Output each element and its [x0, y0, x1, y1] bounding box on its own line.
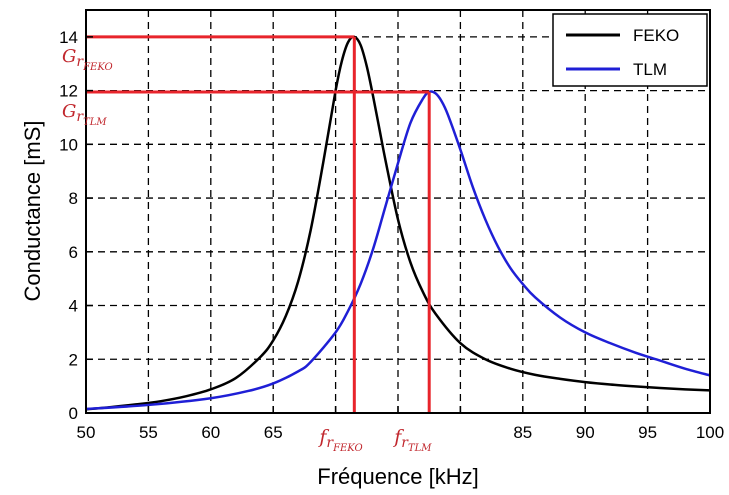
legend-box: [552, 13, 708, 87]
x-tick-label: 65: [264, 423, 283, 442]
series-line-feko: [85, 35, 711, 411]
x-tick-label: 95: [638, 423, 657, 442]
peak-g-label-tlm: GrTLM: [62, 101, 107, 128]
peak-f-label-tlm: frTLM: [392, 426, 432, 454]
x-tick-label: 60: [201, 423, 220, 442]
peak-f-label-feko: frFEKO: [317, 426, 362, 454]
y-tick-label: 4: [69, 297, 78, 316]
y-tick-label: 12: [59, 82, 78, 101]
peak-g-label-feko: GrFEKO: [62, 46, 113, 73]
axis-ticks: 50 55 60 65 85 90 95 100 0 2 4 6 8 10 12 14: [59, 28, 724, 442]
peak-labels: GrFEKO frFEKO GrTLM frTLM: [62, 46, 432, 454]
peak-marker-lines: [86, 35, 431, 413]
x-tick-label: 50: [77, 423, 96, 442]
x-tick-label: 90: [576, 423, 595, 442]
legend-label-tlm: TLM: [633, 60, 667, 79]
series-line-tlm: [85, 90, 711, 411]
legend: FEKO TLM: [552, 13, 708, 87]
y-tick-label: 6: [69, 243, 78, 262]
y-tick-label: 8: [69, 189, 78, 208]
y-tick-label: 2: [69, 350, 78, 369]
y-tick-label: 0: [69, 404, 78, 423]
x-axis-title: Fréquence [kHz]: [317, 464, 478, 489]
x-tick-label: 55: [139, 423, 158, 442]
series-layer: [85, 35, 711, 411]
y-tick-label: 14: [59, 28, 78, 47]
legend-label-feko: FEKO: [633, 26, 679, 45]
y-tick-label: 10: [59, 135, 78, 154]
x-tick-label: 100: [696, 423, 724, 442]
y-axis-title: Conductance [mS]: [20, 121, 45, 302]
x-tick-label: 85: [513, 423, 532, 442]
